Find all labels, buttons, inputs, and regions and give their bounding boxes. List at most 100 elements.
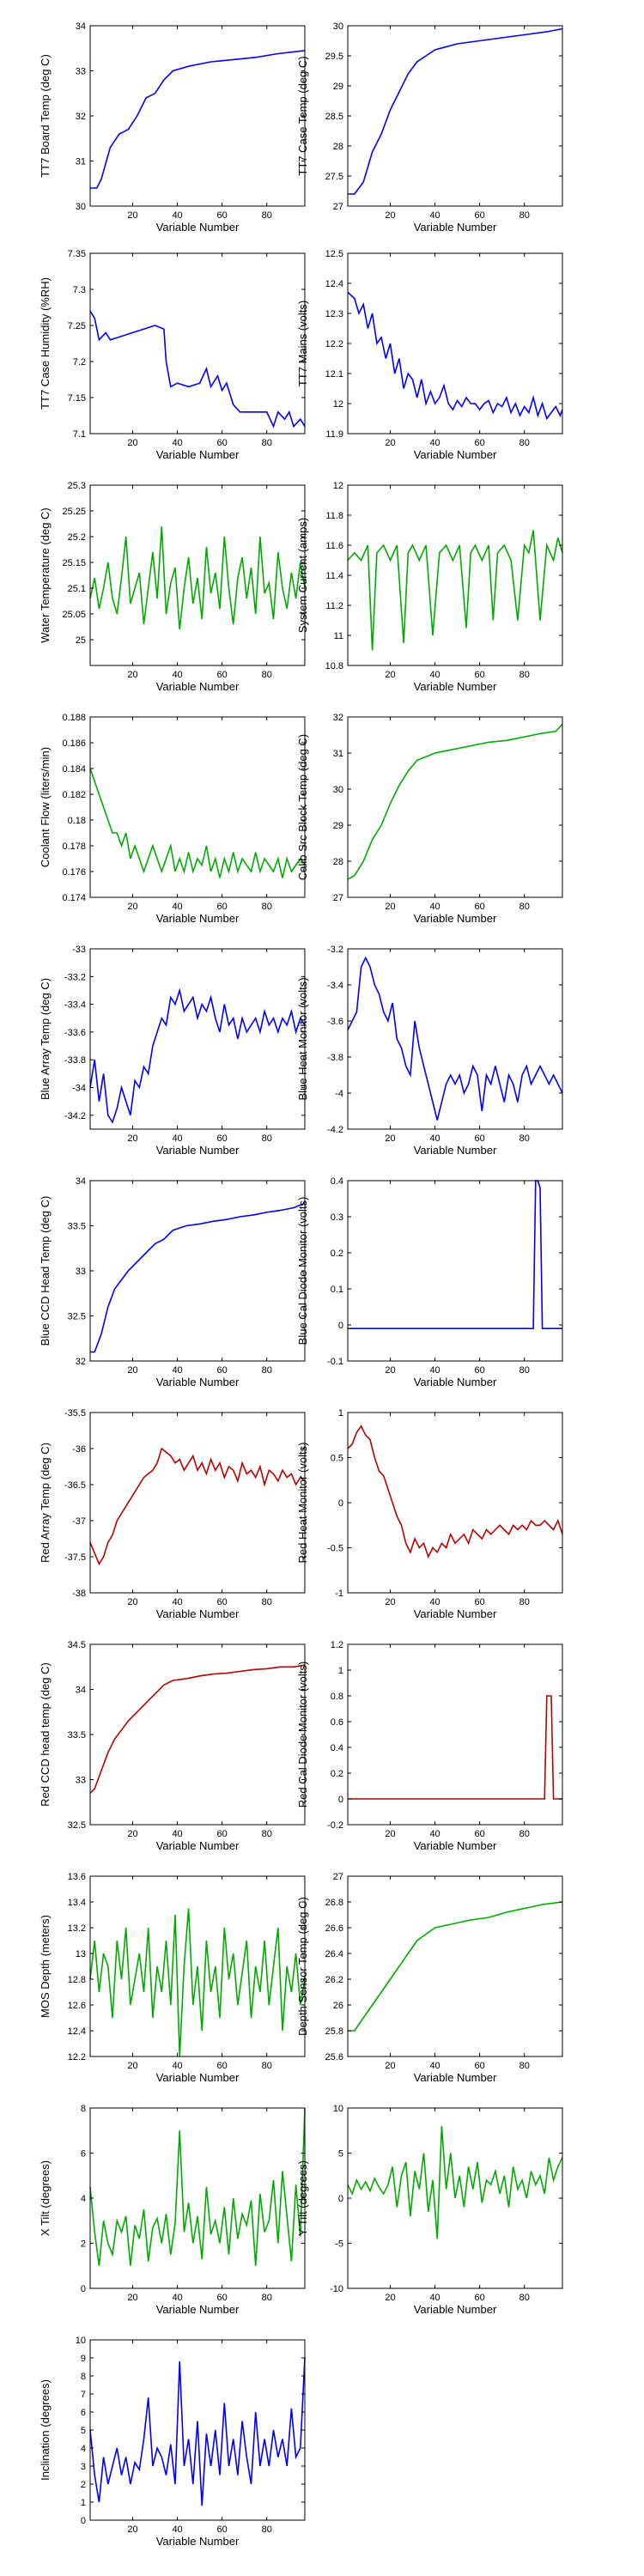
chart-1-series-line [90, 50, 306, 189]
chart-3-xtick-label: 60 [217, 438, 228, 448]
chart-17-ytick-label: 12.4 [68, 2026, 86, 2037]
chart-6-xtick-label: 60 [475, 670, 485, 680]
chart-2-ytick-label: 28.5 [325, 112, 343, 122]
chart-3-ytick-label: 7.35 [68, 249, 86, 259]
chart-13-ytick-label: -37 [72, 1516, 86, 1527]
chart-2-axes-box [347, 25, 563, 207]
chart-11-xtick-label: 80 [262, 1365, 272, 1376]
chart-20-ytick-label: -5 [335, 2239, 343, 2250]
chart-6-ylabel: System Current (amps) [296, 518, 309, 633]
chart-9-xlabel: Variable Number [156, 1144, 240, 1157]
chart-11-ylabel: Blue CCD Head Temp (deg C) [39, 1196, 52, 1346]
chart-12-ytick-label: 0.3 [331, 1212, 343, 1223]
chart-17-ytick-label: 13.6 [68, 1872, 86, 1882]
chart-9-xtick-label: 80 [262, 1133, 272, 1144]
chart-10-xtick-label: 20 [385, 1133, 395, 1144]
chart-21-xtick-label: 80 [262, 2524, 272, 2535]
chart-9-ytick-label: -33.4 [64, 1000, 86, 1011]
chart-5-water-temperature-deg-c: 25 25.05 25.1 25.15 25.2 25.25 25.3 20 40 60 80 Var… [39, 481, 306, 693]
chart-1-xlabel: Variable Number [156, 221, 240, 234]
chart-5-ytick-label: 25.1 [68, 584, 86, 594]
chart-18-ytick-label: 25.8 [325, 2026, 343, 2037]
chart-3-ytick-label: 7.25 [68, 321, 86, 331]
chart-7-xtick-label: 60 [217, 902, 228, 912]
chart-8-ylabel: Calib Src Block Temp (deg C) [296, 734, 309, 880]
chart-4-ytick-label: 11.9 [325, 429, 343, 440]
chart-17-xlabel: Variable Number [156, 2071, 240, 2084]
chart-9-ytick-label: -34 [72, 1084, 86, 1094]
chart-21-ytick-label: 7 [81, 2390, 86, 2400]
chart-5-ytick-label: 25.15 [62, 558, 86, 568]
chart-4-xtick-label: 40 [429, 438, 440, 448]
chart-9-xtick-label: 60 [217, 1133, 228, 1144]
chart-17-ytick-label: 12.2 [68, 2052, 86, 2063]
chart-21-ytick-label: 5 [81, 2426, 86, 2436]
chart-9-ylabel: Blue Array Temp (deg C) [39, 978, 52, 1100]
chart-7-series-line [89, 768, 306, 878]
chart-2-xlabel: Variable Number [414, 221, 497, 234]
chart-17-xtick-label: 40 [172, 2061, 182, 2071]
chart-15-ytick-label: 34 [76, 1686, 86, 1696]
chart-16-ytick-label: 0.2 [331, 1769, 343, 1779]
chart-6-system-current-amps: 10.8 11 11.2 11.4 11.6 11.8 12 20 40 60 80 Variable… [296, 481, 563, 693]
chart-8-ytick-label: 27 [333, 893, 343, 903]
chart-4-xtick-label: 20 [385, 438, 395, 448]
chart-15-xtick-label: 40 [172, 1829, 182, 1839]
chart-16-ytick-label: 0.8 [331, 1692, 343, 1702]
chart-13-axes-box [89, 1412, 306, 1594]
chart-9-xtick-label: 20 [127, 1133, 137, 1144]
chart-13-ylabel: Red Array Temp (deg C) [39, 1443, 52, 1563]
chart-12-series-line [348, 1180, 562, 1329]
chart-5-xtick-label: 60 [217, 670, 228, 680]
chart-20-ylabel: Y Tilt (degrees) [296, 2160, 309, 2236]
chart-13-ytick-label: -35.5 [64, 1408, 86, 1419]
chart-5-ytick-label: 25.25 [62, 507, 86, 517]
chart-18-ylabel: Depth Sensor Temp (deg C) [296, 1897, 309, 2036]
chart-14-ylabel: Red Heat Monitor (volts) [296, 1443, 309, 1564]
chart-10-ytick-label: -4 [335, 1089, 343, 1099]
chart-17-ytick-label: 12.6 [68, 2001, 86, 2011]
chart-4-ylabel: TT7 Mains (volts) [296, 301, 309, 386]
chart-3-ytick-label: 7.1 [73, 429, 86, 440]
chart-3-ylabel: TT7 Case Humidity (%RH) [39, 277, 52, 410]
chart-10-xtick-label: 80 [519, 1133, 530, 1144]
chart-19-xtick-label: 80 [262, 2293, 272, 2303]
chart-1-ylabel: TT7 Board Temp (deg C) [39, 54, 52, 178]
chart-6-xtick-label: 40 [429, 670, 440, 680]
chart-2-xtick-label: 20 [385, 210, 395, 221]
chart-5-xtick-label: 40 [172, 670, 182, 680]
chart-9-ytick-label: -33 [72, 945, 86, 955]
chart-7-ytick-label: 0.188 [62, 713, 86, 723]
chart-17-axes-box [89, 1875, 306, 2057]
chart-9-blue-array-temp-deg-c: -34.2 -34 -33.8 -33.6 -33.4 -33.2 -33 20 40 60 80 V… [39, 945, 306, 1157]
chart-4-ytick-label: 12 [333, 399, 343, 410]
chart-3-xtick-label: 40 [172, 438, 182, 448]
chart-11-axes-box [89, 1180, 306, 1362]
chart-10-series-line [347, 956, 563, 1121]
chart-3-ytick-label: 7.3 [73, 285, 86, 295]
chart-10-blue-heat-monitor-volts: -4.2 -4 -3.8 -3.6 -3.4 -3.2 20 40 60 80 Variable N… [296, 945, 563, 1157]
chart-15-xtick-label: 20 [127, 1829, 137, 1839]
chart-15-xlabel: Variable Number [156, 1839, 240, 1852]
chart-5-ytick-label: 25.2 [68, 532, 86, 543]
chart-17-ytick-label: 13.2 [68, 1923, 86, 1934]
chart-9-axes-box [89, 948, 306, 1130]
chart-21-ytick-label: 1 [81, 2498, 86, 2508]
chart-15-ylabel: Red CCD head temp (deg C) [39, 1662, 52, 1807]
chart-6-ytick-label: 11 [334, 631, 343, 641]
chart-14-ytick-label: -0.5 [327, 1544, 343, 1554]
chart-12-ylabel: Blue Cal Diode Monitor (volts) [296, 1197, 309, 1346]
chart-14-ytick-label: 0 [338, 1498, 343, 1509]
chart-2-ytick-label: 27.5 [325, 172, 343, 182]
chart-5-xlabel: Variable Number [156, 680, 240, 693]
chart-15-ytick-label: 33.5 [68, 1730, 86, 1741]
chart-13-xtick-label: 60 [217, 1597, 228, 1607]
chart-8-xtick-label: 40 [429, 902, 440, 912]
chart-19-xtick-label: 20 [127, 2293, 137, 2303]
chart-8-ytick-label: 28 [333, 857, 343, 867]
chart-3-xlabel: Variable Number [156, 448, 240, 461]
chart-4-series-line [347, 291, 563, 421]
chart-15-xtick-label: 60 [217, 1829, 228, 1839]
chart-21-xtick-label: 20 [127, 2524, 137, 2535]
chart-2-ytick-label: 29.5 [325, 52, 343, 62]
